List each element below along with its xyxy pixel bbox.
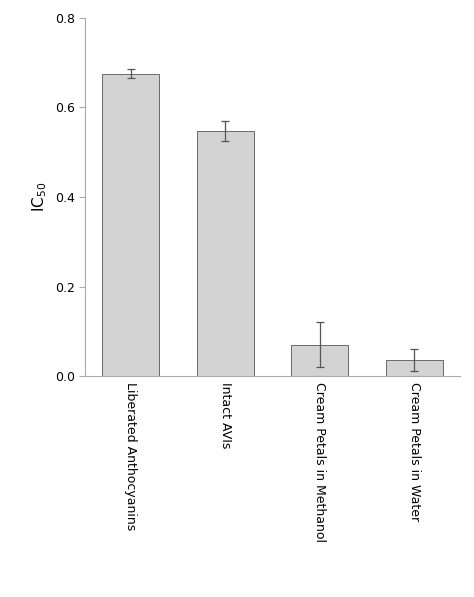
Bar [102,74,159,376]
Bar [292,345,348,376]
Y-axis label: IC$_{50}$: IC$_{50}$ [31,182,49,212]
Bar [386,360,443,376]
Bar [197,131,254,376]
